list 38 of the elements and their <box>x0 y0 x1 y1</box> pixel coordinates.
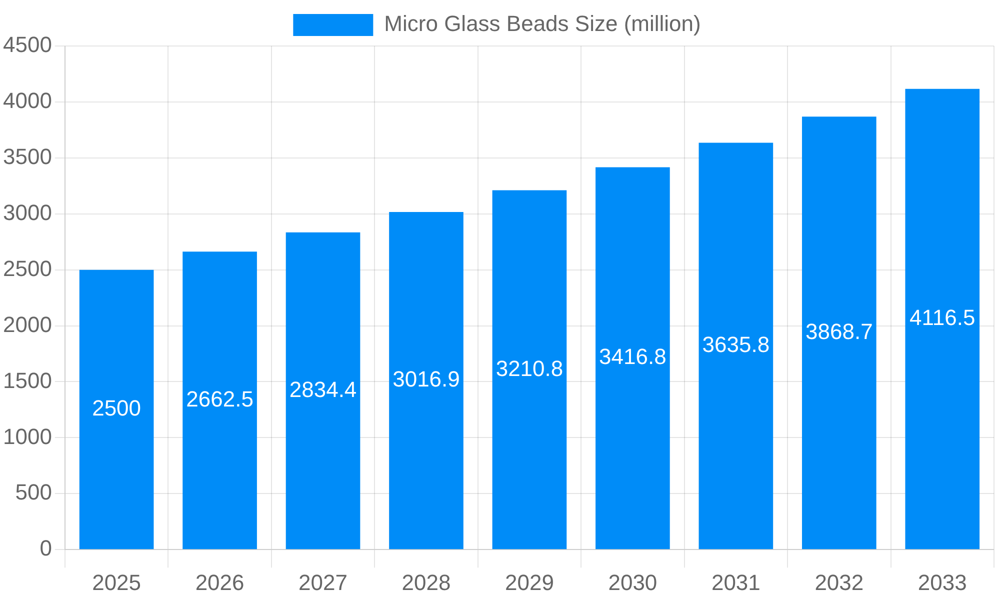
bar <box>698 142 774 550</box>
y-tick-label: 4500 <box>2 32 52 58</box>
y-tick-label: 2000 <box>2 312 52 337</box>
x-tick-label: 2033 <box>918 570 967 595</box>
y-tick-label: 0 <box>40 536 52 561</box>
x-tick-label: 2025 <box>92 570 142 595</box>
bar <box>182 252 257 550</box>
data-label: 2662.5 <box>186 386 254 412</box>
data-label: 3210.8 <box>496 356 564 381</box>
y-tick-label: 500 <box>15 480 52 505</box>
x-tick-label: 2028 <box>402 570 451 595</box>
data-label: 2500 <box>92 396 142 421</box>
bar <box>802 116 876 550</box>
x-tick-label: 2030 <box>608 570 658 595</box>
bar <box>286 232 360 550</box>
y-tick-label: 3500 <box>2 144 52 169</box>
y-tick-label: 2500 <box>2 256 52 281</box>
y-tick-label: 3000 <box>2 200 52 225</box>
data-label: 2834.4 <box>289 376 357 402</box>
y-tick-label: 1500 <box>2 368 52 393</box>
bar <box>596 167 670 550</box>
legend-label: Micro Glass Beads Size (million) <box>384 11 701 36</box>
data-label: 3868.7 <box>806 318 873 344</box>
x-tick-label: 2026 <box>195 570 244 595</box>
data-label: 4116.5 <box>910 305 976 330</box>
bar <box>905 88 980 550</box>
data-label: 3416.8 <box>599 344 666 370</box>
x-tick-label: 2032 <box>814 570 864 595</box>
bar <box>492 190 567 550</box>
bar <box>389 212 464 550</box>
data-label: 3635.8 <box>702 332 770 357</box>
data-label: 3016.9 <box>392 366 460 392</box>
y-tick-label: 1000 <box>2 424 52 449</box>
x-tick-label: 2031 <box>711 570 760 595</box>
x-tick-label: 2027 <box>298 570 348 595</box>
y-tick-label: 4000 <box>2 88 52 114</box>
bar <box>79 270 154 550</box>
x-tick-label: 2029 <box>504 570 554 595</box>
